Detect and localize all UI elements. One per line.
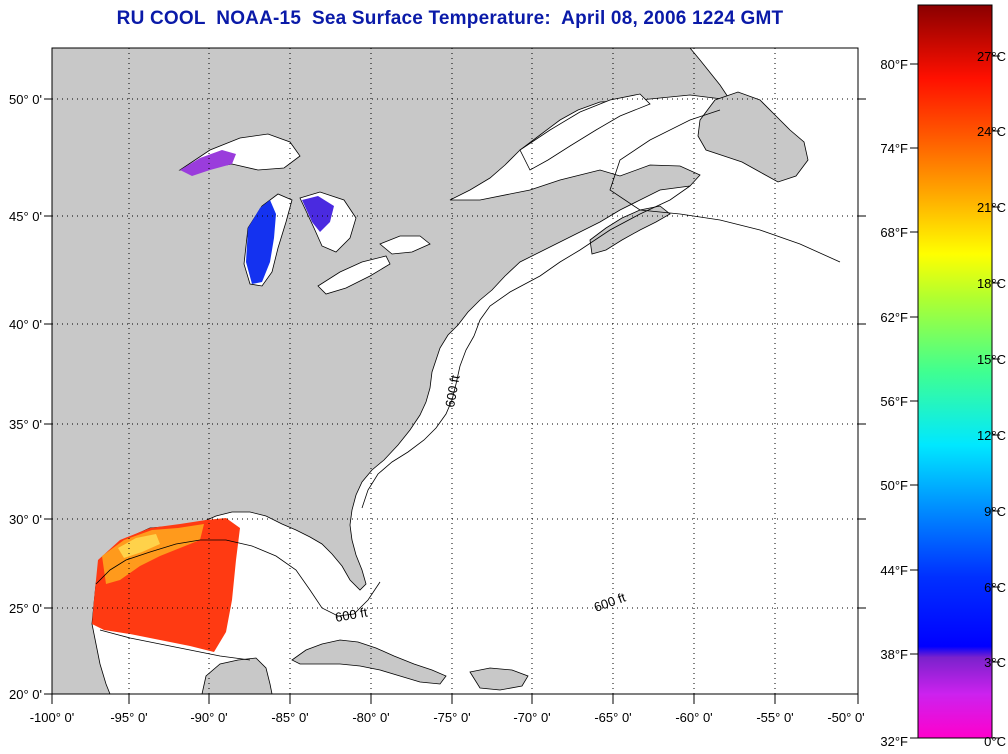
colorbar-f-label: 62°F (880, 310, 908, 325)
lat-label: 30° 0' (9, 512, 42, 527)
cuba-land (291, 639, 447, 685)
lon-label: -90° 0' (190, 710, 227, 725)
hispaniola-land (469, 667, 529, 691)
colorbar-f-label: 50°F (880, 478, 908, 493)
sst-lake-michigan (246, 200, 276, 284)
lat-label: 50° 0' (9, 92, 42, 107)
colorbar-c-label: 12°C (977, 428, 1006, 443)
sst-gulf-shelf-warm (102, 524, 204, 584)
colorbar-c-label: 18°C (977, 276, 1006, 291)
lon-label: -60° 0' (675, 710, 712, 725)
colorbar-c-label: 27°C (977, 49, 1006, 64)
colorbar (917, 4, 993, 739)
lon-label: -100° 0' (30, 710, 75, 725)
lake-erie (317, 255, 391, 295)
map-frame (51, 47, 859, 695)
lake-ontario (379, 235, 431, 255)
st-lawrence-water (519, 93, 651, 171)
colorbar-c-label: 24°C (977, 124, 1006, 139)
sst-gulf-shelf-cool (118, 534, 160, 558)
axis-ticks (44, 98, 866, 704)
lon-label: -95° 0' (110, 710, 147, 725)
sst-lake-huron (302, 196, 334, 232)
lat-label: 45° 0' (9, 209, 42, 224)
colorbar-c-label: 6°C (984, 580, 1006, 595)
isobath-600ft (95, 109, 841, 661)
colorbar-f-label: 80°F (880, 57, 908, 72)
isobath-label-3: 600 ft (334, 604, 369, 624)
lon-label: -80° 0' (352, 710, 389, 725)
isobath-label-2: 600 ft (442, 374, 462, 409)
map-title: RU COOL NOAA-15 Sea Surface Temperature:… (116, 8, 784, 29)
sst-lake-superior (180, 150, 236, 176)
lat-label: 40° 0' (9, 317, 42, 332)
newfoundland-land (697, 91, 809, 183)
lon-label: -70° 0' (513, 710, 550, 725)
colorbar-c-label: 9°C (984, 504, 1006, 519)
colorbar-f-label: 32°F (880, 734, 908, 749)
colorbar-c-label: 0°C (984, 734, 1006, 749)
nova-scotia-land (589, 205, 671, 255)
lon-label: -55° 0' (756, 710, 793, 725)
colorbar-f-label: 68°F (880, 225, 908, 240)
lat-label: 25° 0' (9, 601, 42, 616)
lat-label: 20° 0' (9, 687, 42, 702)
yucatan-land (201, 657, 273, 694)
colorbar-f-label: 44°F (880, 563, 908, 578)
colorbar-c-label: 21°C (977, 200, 1006, 215)
colorbar-f-label: 56°F (880, 394, 908, 409)
colorbar-c-label: 15°C (977, 352, 1006, 367)
colorbar-ticks (910, 55, 1000, 739)
lon-label: -75° 0' (433, 710, 470, 725)
colorbar-f-label: 74°F (880, 141, 908, 156)
lon-label: -50° 0' (827, 710, 864, 725)
lon-label: -85° 0' (271, 710, 308, 725)
colorbar-f-label: 38°F (880, 647, 908, 662)
lat-label: 35° 0' (9, 417, 42, 432)
lon-label: -65° 0' (594, 710, 631, 725)
colorbar-c-label: 3°C (984, 655, 1006, 670)
